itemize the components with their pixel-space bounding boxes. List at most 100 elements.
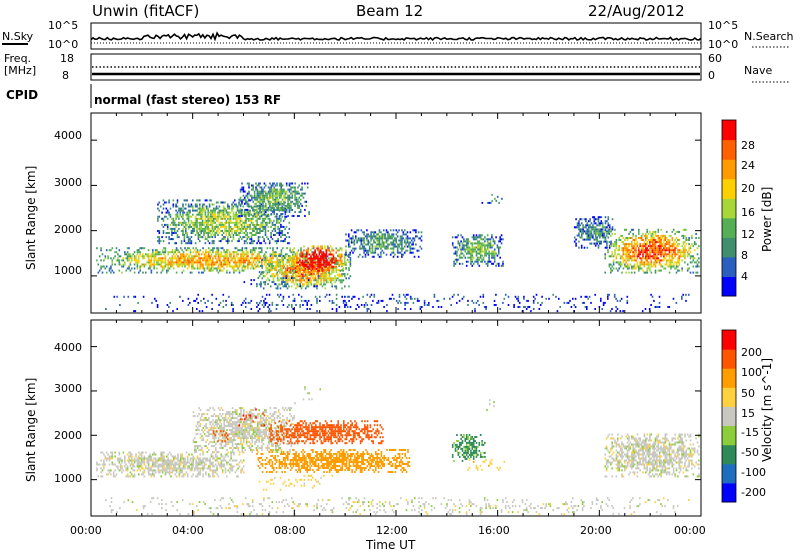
power-cell [225, 219, 228, 222]
power-cell [290, 202, 292, 205]
power-cell [275, 219, 278, 222]
power-cell [207, 267, 210, 270]
power-cell [226, 251, 228, 254]
power-cell [139, 269, 141, 272]
power-cell [626, 259, 629, 262]
power-cell [253, 227, 256, 230]
power-cell [299, 285, 301, 288]
power-cell [258, 190, 260, 193]
power-cell [195, 251, 197, 254]
power-cell [189, 205, 191, 208]
cpid-label: CPID [6, 88, 39, 102]
power-cell [664, 234, 667, 237]
power-cell [153, 263, 155, 266]
power-cell [173, 242, 176, 245]
power-cell [437, 306, 440, 308]
power-cell [146, 255, 148, 258]
power-cell [274, 208, 277, 211]
power-cell [227, 203, 229, 206]
power-cell [638, 232, 640, 235]
power-cell [246, 227, 249, 230]
power-cell [258, 200, 260, 203]
power-cell [285, 285, 287, 288]
power-cell [116, 295, 118, 298]
power-cell [316, 281, 318, 284]
power-cell [260, 186, 263, 189]
power-cell [649, 243, 651, 246]
power-cell [199, 259, 202, 262]
power-cell [268, 219, 271, 222]
power-cell [651, 230, 654, 233]
power-cell [251, 198, 253, 201]
power-cell [600, 242, 603, 245]
power-cell [134, 295, 137, 298]
power-cell [320, 261, 322, 264]
power-cell [498, 250, 500, 253]
power-cell [227, 261, 230, 264]
power-cell [332, 261, 335, 264]
power-cell [491, 236, 493, 239]
power-cell [101, 253, 104, 256]
power-cell [682, 247, 685, 250]
power-cell [618, 237, 620, 239]
power-cell [273, 200, 275, 203]
power-cell [308, 265, 311, 268]
power-cell [241, 219, 243, 222]
power-cell [158, 215, 161, 218]
power-cell [646, 259, 648, 262]
power-cell [266, 208, 268, 211]
power-cell [686, 269, 689, 272]
power-cell [475, 236, 478, 239]
power-cell [168, 251, 171, 254]
power-cell [324, 273, 326, 276]
power-cell [129, 263, 132, 266]
power-cell [276, 275, 279, 278]
power-cell [384, 245, 386, 248]
power-cell [625, 271, 627, 274]
power-cell [185, 261, 188, 264]
power-cell [244, 267, 246, 270]
power-cell [221, 263, 224, 266]
power-cell [185, 221, 187, 224]
power-cell [298, 215, 301, 217]
power-cell [189, 240, 191, 243]
power-cell [201, 221, 204, 224]
power-cell [204, 219, 207, 222]
power-cell [276, 192, 278, 195]
power-cell [231, 207, 233, 210]
nave-tick-top: 60 [708, 52, 722, 65]
power-cell [100, 267, 102, 270]
power-cell [587, 236, 590, 239]
power-cell [324, 279, 327, 282]
power-cell [640, 257, 643, 260]
power-cell [392, 247, 395, 250]
power-cell [599, 240, 601, 243]
power-cell [162, 217, 165, 220]
power-cell [406, 231, 409, 234]
power-cell [168, 267, 171, 270]
power-cell [668, 247, 671, 250]
power-cell [661, 243, 664, 246]
power-cell [593, 218, 596, 221]
power-cell [377, 233, 379, 236]
power-cell [622, 237, 625, 239]
power-cell [327, 267, 329, 270]
power-cell [642, 255, 644, 258]
power-cell [243, 240, 246, 243]
power-cell [242, 301, 244, 304]
power-cell [100, 265, 102, 268]
power-cell [273, 223, 275, 226]
cpid-value: normal (fast stereo) 153 RF [94, 93, 282, 107]
power-cell [206, 257, 209, 260]
power-cell [175, 253, 178, 256]
power-cell [325, 253, 328, 256]
power-cell [283, 256, 286, 259]
power-cell [406, 249, 409, 252]
power-cell [288, 206, 291, 209]
power-cell [167, 265, 169, 268]
power-cell [675, 267, 678, 270]
power-cell [288, 196, 291, 199]
power-cell [671, 247, 674, 250]
power-cell [198, 257, 200, 260]
power-cell [306, 304, 308, 306]
